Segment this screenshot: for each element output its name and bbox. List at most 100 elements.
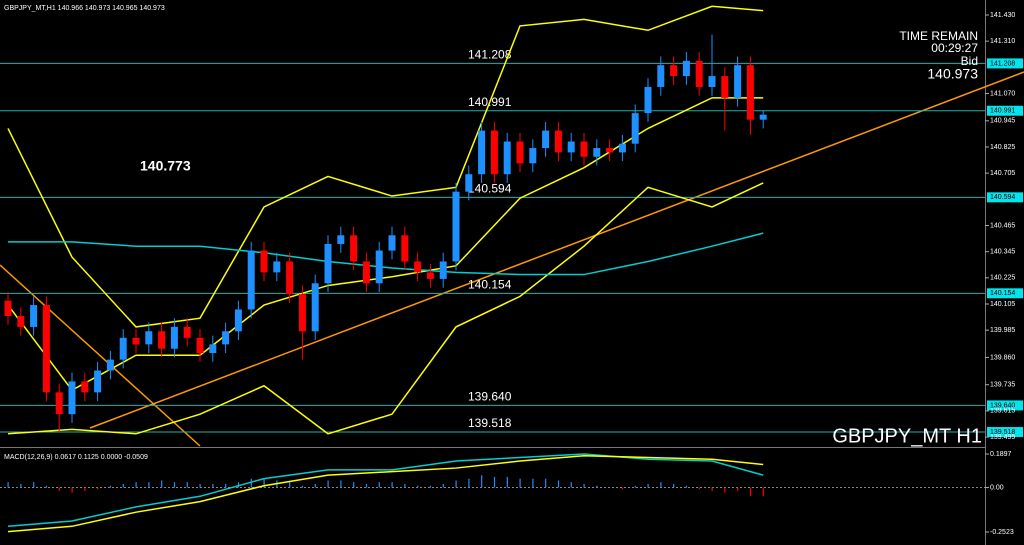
y-tick-label: 139.735 <box>990 382 1015 389</box>
histogram-bar <box>84 487 86 492</box>
candle-body <box>439 261 447 279</box>
y-tick-label: 140.345 <box>990 248 1015 255</box>
level-box <box>987 105 1023 116</box>
candle-body <box>682 60 690 77</box>
histogram-bar <box>58 487 60 492</box>
time-remain: 00:29:27 <box>931 41 978 55</box>
histogram-bar <box>685 485 688 488</box>
candle-body <box>746 65 754 120</box>
candle-body <box>337 235 345 245</box>
y-tick-label: 139.985 <box>990 327 1015 334</box>
candle-body <box>260 250 268 273</box>
histogram-bar <box>97 487 99 490</box>
candle-body <box>593 148 601 157</box>
trend-line <box>0 264 201 447</box>
annotation: 140.773 <box>140 158 191 174</box>
level-box-label: 139.518 <box>990 429 1015 436</box>
histogram-bar <box>596 485 598 488</box>
histogram-bar <box>621 487 624 490</box>
candle-body <box>145 331 153 345</box>
histogram-bar <box>71 487 73 493</box>
chart-header: GBPJPY_MT,H1 140.966 140.973 140.965 140… <box>4 5 165 12</box>
histogram-bar <box>647 483 649 488</box>
histogram-bar <box>186 482 188 488</box>
y-tick-label: 140.825 <box>990 144 1015 151</box>
candle-body <box>375 250 383 284</box>
histogram-bar <box>45 485 48 488</box>
level-label: 140.594 <box>468 182 512 196</box>
symbol-label: GBPJPY_MT H1 <box>832 425 982 447</box>
histogram-bar <box>583 483 585 488</box>
histogram-bar <box>429 485 432 488</box>
candle-body <box>42 305 50 393</box>
candle-body <box>580 141 588 157</box>
indicator-line <box>7 453 764 528</box>
candle-body <box>618 143 626 153</box>
level-box <box>987 58 1023 69</box>
histogram-bar <box>724 487 726 493</box>
candle-body <box>644 86 652 114</box>
level-box <box>987 192 1023 203</box>
candle-body <box>516 141 524 164</box>
candle-body <box>414 261 422 273</box>
histogram-bar <box>455 480 457 488</box>
indicator-line <box>8 232 764 276</box>
histogram-bar <box>353 482 355 488</box>
candle-body <box>542 130 550 149</box>
histogram-bar <box>545 478 547 488</box>
histogram-bar <box>673 483 675 488</box>
candle-body <box>503 141 511 175</box>
level-label: 141.208 <box>468 48 512 62</box>
histogram-bar <box>122 483 124 488</box>
histogram-bar <box>557 480 560 488</box>
candle-body <box>30 305 38 327</box>
candle-body <box>759 114 767 120</box>
candle-body <box>119 337 127 360</box>
level-box <box>987 400 1023 411</box>
candle-body <box>324 244 332 284</box>
candle-body <box>81 381 89 393</box>
y-tick-label: 141.310 <box>990 38 1015 45</box>
candle-body <box>247 250 255 310</box>
macd-title: MACD(12,26,9) 0.0617 0.1125 0.0000 -0.05… <box>4 454 148 461</box>
histogram-bar <box>148 482 150 488</box>
time-remain-label: TIME REMAIN <box>899 29 978 43</box>
y-tick-label: 141.070 <box>990 90 1015 97</box>
candle-body <box>55 392 63 415</box>
candle-body <box>183 326 191 338</box>
candle-body <box>4 300 12 317</box>
candle-body <box>68 381 76 415</box>
candle-body <box>490 130 498 175</box>
histogram-bar <box>250 478 252 488</box>
candle-body <box>554 130 562 153</box>
candle-body <box>362 261 370 284</box>
histogram-bar <box>340 480 342 488</box>
histogram-bar <box>711 487 713 492</box>
y-tick-label: 140.705 <box>990 170 1015 177</box>
candle-body <box>529 148 537 164</box>
candle-body <box>170 326 178 349</box>
candle-body <box>234 309 242 332</box>
candle-body <box>298 294 306 332</box>
y-tick-label: 0.00 <box>990 484 1004 491</box>
bid: 140.973 <box>927 66 978 82</box>
histogram-bar <box>532 478 534 488</box>
candle-body <box>734 65 742 98</box>
y-tick-label: 139.860 <box>990 354 1015 361</box>
candle-body <box>222 331 230 345</box>
histogram-bar <box>749 487 752 497</box>
histogram-bar <box>327 480 329 488</box>
y-tick-label: 141.430 <box>990 12 1015 19</box>
candle-body <box>721 76 729 98</box>
level-label: 139.640 <box>468 390 512 404</box>
histogram-bar <box>660 482 662 488</box>
histogram-bar <box>212 483 214 488</box>
candle-body <box>670 65 678 77</box>
histogram-bar <box>634 485 636 488</box>
y-tick-label: 139.495 <box>990 434 1015 441</box>
histogram-bar <box>109 485 112 488</box>
histogram-bar <box>301 485 304 488</box>
indicator-line <box>7 182 764 435</box>
trend-line <box>89 71 1024 429</box>
histogram-bar <box>404 483 406 488</box>
